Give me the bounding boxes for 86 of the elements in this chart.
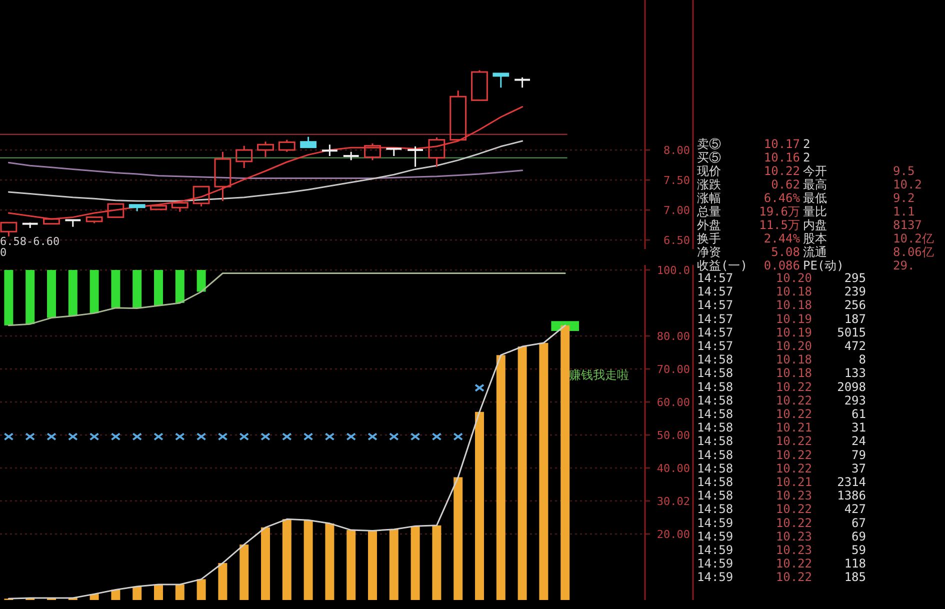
text: 14:59 10.23 59 xyxy=(697,543,866,557)
text: 14:58 10.21 31 xyxy=(697,420,866,435)
bar xyxy=(68,270,78,316)
bar xyxy=(218,563,228,600)
bar xyxy=(132,586,142,600)
bar xyxy=(111,590,120,600)
text: 14:58 10.18 133 xyxy=(697,366,866,380)
text: 14:59 10.22 185 xyxy=(697,570,866,584)
bar xyxy=(154,270,163,306)
bar xyxy=(261,527,270,600)
bar xyxy=(90,270,99,314)
y-tick-label: 80.00 xyxy=(656,330,690,343)
text: 换手 2.44% 股本 10.2亿 xyxy=(697,232,934,246)
bar xyxy=(454,477,463,600)
text: 净资 5.08 流通 8.06亿 xyxy=(697,245,934,259)
line-series xyxy=(8,324,566,600)
text: 现价 10.22 今开 9.5 xyxy=(697,164,915,178)
bar xyxy=(496,355,506,600)
bar xyxy=(475,412,484,600)
text: 卖⑤ 10.17 2 xyxy=(697,137,810,151)
bar xyxy=(346,530,356,600)
text: 14:57 10.18 256 xyxy=(697,298,866,312)
text: 14:59 10.22 118 xyxy=(697,556,866,571)
bar xyxy=(196,579,206,600)
text: 14:58 10.18 8 xyxy=(697,352,866,367)
bar xyxy=(304,520,313,600)
bar xyxy=(389,529,398,600)
text: 14:58 10.22 79 xyxy=(697,448,866,462)
bar xyxy=(132,270,142,308)
text: 14:59 10.23 69 xyxy=(697,529,866,544)
bar xyxy=(175,270,184,303)
candlestick xyxy=(492,72,510,88)
y-tick-label: 20.00 xyxy=(656,528,690,541)
line-series xyxy=(8,272,566,326)
bar xyxy=(368,530,377,600)
annotation: 6.58-6.60 xyxy=(0,235,60,248)
y-tick-label: 6.50 xyxy=(664,234,690,247)
bar xyxy=(26,270,35,324)
bar xyxy=(539,342,548,600)
y-tick-label: 7.00 xyxy=(664,204,690,217)
text: 买⑤ 10.16 2 xyxy=(697,150,810,164)
candlestick xyxy=(64,219,82,228)
text: 收益(一) 0.086 PE(动) 29. xyxy=(697,258,915,272)
bar xyxy=(175,584,184,600)
text: 14:57 10.19 187 xyxy=(697,312,866,326)
annotation: 0 xyxy=(0,246,7,259)
text: 14:59 10.22 67 xyxy=(697,516,866,530)
bar xyxy=(432,525,442,600)
text: 涨幅 6.46% 最低 9.2 xyxy=(697,191,915,205)
y-tick-label: 60.00 xyxy=(656,396,690,409)
text: 14:57 10.20 295 xyxy=(697,271,866,285)
text: 总量 19.6万 量比 1.1 xyxy=(697,204,915,218)
text: 14:58 10.22 37 xyxy=(697,461,866,476)
y-tick-label: 40.00 xyxy=(656,462,690,475)
y-tick-label: 30.02 xyxy=(656,494,690,508)
text: 14:58 10.22 24 xyxy=(697,434,866,448)
y-tick-label: 70.00 xyxy=(656,362,690,376)
bar xyxy=(4,270,14,326)
bar xyxy=(154,584,163,600)
text: 14:57 10.18 239 xyxy=(697,284,866,299)
bar xyxy=(111,270,120,308)
bar xyxy=(325,523,334,600)
line-series xyxy=(8,162,524,179)
y-tick-label: 7.50 xyxy=(664,174,690,187)
y-tick-label: 8.00 xyxy=(664,144,690,157)
annotation: 赚钱我走啦 xyxy=(569,368,630,382)
y-tick-label: 50.00 xyxy=(656,428,690,442)
text: 14:58 10.23 1386 xyxy=(697,488,866,503)
bar xyxy=(560,325,570,600)
text: 14:58 10.21 2314 xyxy=(697,475,866,489)
candlestick xyxy=(214,151,232,202)
text: 14:57 10.19 5015 xyxy=(697,325,866,340)
bar xyxy=(196,270,206,292)
text: 14:57 10.20 472 xyxy=(697,339,866,353)
text: 14:58 10.22 61 xyxy=(697,407,866,421)
bar xyxy=(47,270,56,318)
text: 14:58 10.22 2098 xyxy=(697,380,866,394)
text: 14:58 10.22 427 xyxy=(697,502,866,516)
text: 涨跌 0.62 最高 10.2 xyxy=(697,178,922,192)
text: 14:58 10.22 293 xyxy=(697,393,866,408)
bar xyxy=(410,526,420,600)
bar xyxy=(282,519,292,600)
text: 外盘 11.5万 内盘 8137 xyxy=(697,218,922,232)
y-tick-label: 100.0 xyxy=(656,264,690,277)
bar xyxy=(518,346,527,600)
bar xyxy=(240,544,249,600)
